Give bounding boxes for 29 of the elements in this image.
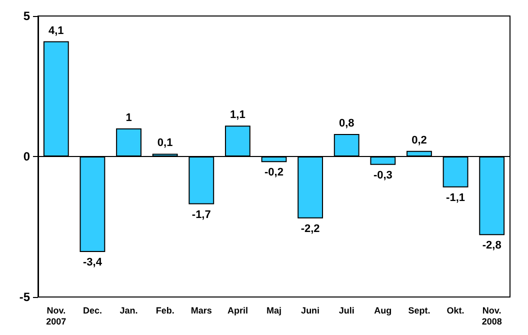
y-tick-label: -5 (19, 290, 30, 304)
x-tick-label: Juni (301, 306, 320, 316)
x-tick-label: Maj (266, 306, 282, 316)
y-tick-label: 5 (23, 9, 30, 23)
data-label: -2,8 (482, 240, 502, 252)
x-tick-label: Dec. (82, 306, 102, 316)
data-label: -0,2 (264, 166, 284, 179)
data-label: 1,1 (230, 109, 246, 122)
y-tick-label: 0 (23, 150, 30, 164)
data-label: 0,1 (157, 137, 173, 150)
data-label: 1 (126, 112, 132, 124)
data-label: -3,4 (82, 256, 103, 269)
data-label: -1,1 (446, 192, 466, 204)
x-tick-label: Mars (190, 306, 212, 316)
data-label: -1,7 (192, 208, 211, 221)
data-label: -0,3 (373, 169, 392, 182)
x-tick-label: Sept. (408, 306, 430, 316)
x-tick-label: Jan. (120, 306, 138, 316)
x-tick-label: Feb. (156, 306, 174, 316)
x-tick-label: Nov. 2008 (482, 306, 502, 326)
data-label: 0,2 (412, 134, 427, 146)
x-tick-label: April (227, 306, 248, 316)
data-label: 4,1 (48, 24, 64, 37)
x-tick-label: Nov. 2007 (46, 306, 66, 326)
x-tick-label: Juli (338, 306, 354, 316)
x-tick-label: Okt. (446, 306, 464, 316)
x-tick-label: Aug (374, 306, 392, 316)
data-label: -2,2 (300, 222, 320, 235)
data-label: 0,8 (338, 118, 354, 130)
